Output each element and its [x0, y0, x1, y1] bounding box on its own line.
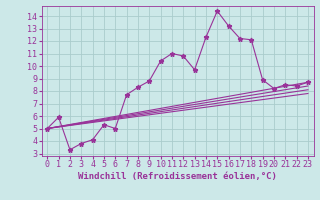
X-axis label: Windchill (Refroidissement éolien,°C): Windchill (Refroidissement éolien,°C)	[78, 172, 277, 181]
